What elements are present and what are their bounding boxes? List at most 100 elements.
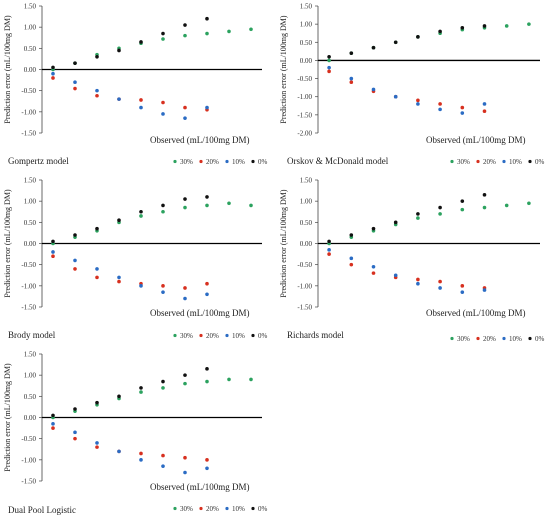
legend-label: 30% (180, 158, 193, 166)
legend-label: 10% (509, 158, 522, 166)
data-point (249, 377, 253, 382)
series-0 (327, 22, 531, 63)
data-point (183, 470, 187, 475)
y-tick-label: 1.00 (300, 21, 313, 29)
y-axis-label: Prediction error (mL/100mg DM) (3, 189, 12, 298)
data-point (327, 55, 331, 59)
data-point (349, 256, 354, 261)
y-tick-label: -0.50 (297, 261, 312, 269)
data-point (205, 16, 209, 21)
data-point (161, 464, 165, 468)
y-tick-label: 0.00 (24, 414, 37, 422)
data-point (183, 197, 187, 201)
legend-label: 20% (483, 335, 496, 343)
legend: 30% 20% 10% 0% (173, 158, 268, 166)
y-tick-label: -1.00 (21, 282, 36, 290)
data-point (51, 426, 55, 430)
y-tick-label: -1.00 (21, 108, 36, 116)
y-tick-label: -0.50 (21, 261, 36, 269)
data-point (416, 216, 420, 220)
data-point (371, 226, 376, 231)
panel-title: Dual Pool Logistic (8, 505, 76, 515)
y-tick-label: -2.00 (297, 130, 312, 138)
data-point (349, 51, 354, 55)
y-axis-label: Prediction error (mL/100mg DM) (3, 363, 12, 472)
data-point (139, 105, 143, 110)
data-point (393, 40, 398, 45)
legend: 30% 20% 10% 0% (173, 332, 268, 340)
data-point (183, 286, 187, 290)
y-tick-label: -1.00 (297, 93, 312, 101)
data-point (438, 107, 442, 112)
data-point (438, 279, 442, 284)
data-point (183, 205, 187, 210)
legend: 30% 20% 10% 0% (450, 335, 545, 343)
data-point (73, 258, 77, 263)
data-point (73, 267, 77, 271)
x-axis-label: Observed (mL/100mg DM) (150, 482, 249, 492)
data-point (371, 87, 376, 92)
data-point (95, 400, 99, 405)
legend-marker (251, 333, 255, 338)
chart-panel-3: 1.50 1.00 0.50 0.00 -0.50 -1.00 -1.50 Predictio… (3, 177, 268, 341)
data-point (139, 458, 143, 462)
data-point (460, 207, 465, 212)
y-tick-label: 1.50 (300, 177, 313, 185)
data-point (416, 98, 420, 103)
legend-marker (251, 506, 255, 511)
data-point (73, 436, 77, 441)
data-point (349, 76, 354, 81)
data-point (183, 105, 187, 110)
data-point (227, 29, 231, 34)
data-point (371, 45, 376, 50)
y-tick-label: 1.00 (300, 198, 313, 206)
series-0 (51, 201, 253, 246)
data-point (205, 458, 209, 462)
chart-panel-1: 1.50 1.00 0.50 0.00 -0.50 -1.00 -1.50 Predictio… (3, 3, 268, 167)
data-point (161, 386, 165, 390)
x-axis-label: Observed (mL/100mg DM) (426, 308, 525, 318)
y-tick-label: 0.00 (300, 240, 313, 248)
data-point (460, 290, 465, 294)
data-point (139, 98, 143, 102)
legend-label: 10% (232, 505, 245, 513)
y-tick-label: -1.50 (21, 304, 36, 312)
data-point (482, 205, 487, 210)
series-1 (51, 254, 209, 290)
data-point (51, 250, 55, 254)
data-point (527, 22, 531, 26)
data-point (249, 203, 253, 208)
chart-panel-2: 1.50 1.00 0.50 0.00 -0.50 -1.00 -1.50 -2.00 Pred… (279, 3, 545, 167)
data-point (117, 218, 121, 223)
y-tick-label: 1.50 (24, 177, 37, 185)
data-point (504, 24, 509, 28)
y-tick-label: -1.50 (297, 304, 312, 312)
data-point (393, 273, 398, 278)
data-point (139, 214, 143, 218)
y-tick-label: 0.00 (24, 66, 37, 74)
data-point (117, 449, 121, 454)
data-point (183, 373, 187, 377)
y-tick-label: -0.50 (297, 75, 312, 83)
data-point (139, 386, 143, 390)
data-point (161, 31, 165, 36)
data-point (438, 286, 442, 290)
legend: 30% 20% 10% 0% (173, 505, 268, 513)
data-point (205, 203, 209, 208)
data-point (51, 254, 55, 258)
legend-marker (528, 159, 532, 164)
data-point (95, 267, 99, 271)
y-axis-label: Prediction error (mL/100mg DM) (279, 15, 288, 124)
series-2 (51, 250, 209, 301)
legend: 30% 20% 10% 0% (450, 158, 545, 166)
data-point (327, 65, 331, 70)
legend-label: 0% (258, 332, 268, 340)
data-point (161, 284, 165, 288)
legend-label: 10% (509, 335, 522, 343)
x-axis-label: Observed (mL/100mg DM) (150, 135, 249, 145)
data-point (349, 80, 354, 84)
data-point (117, 275, 121, 280)
data-point (139, 451, 143, 456)
data-point (73, 80, 77, 84)
y-axis-label: Prediction error (mL/100mg DM) (279, 189, 288, 298)
